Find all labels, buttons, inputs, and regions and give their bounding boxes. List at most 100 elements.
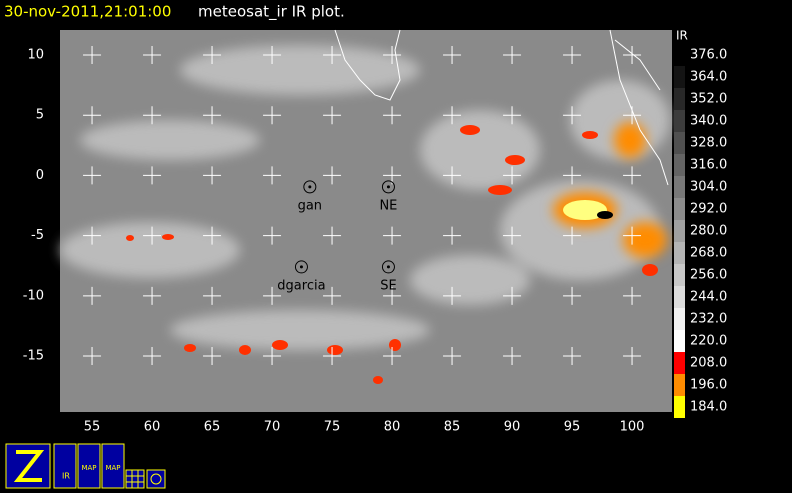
grid-cross — [443, 286, 462, 305]
grid-cross — [443, 106, 462, 125]
map-button[interactable] — [77, 443, 101, 489]
colorbar-tick-label: 376.0 — [690, 48, 727, 63]
station-label: NE — [379, 198, 397, 213]
colorbar-segment — [674, 330, 685, 352]
grid-cross — [83, 226, 102, 245]
colorbar-segment — [674, 44, 685, 66]
grid-cross — [623, 166, 642, 185]
grid-cross — [203, 46, 222, 65]
colorbar-tick-label: 196.0 — [690, 378, 727, 393]
y-tick-label: -15 — [23, 349, 44, 364]
colorbar-segment — [674, 352, 685, 374]
station-marker — [303, 180, 317, 194]
station-button[interactable] — [146, 469, 166, 489]
colorbar-segment — [674, 132, 685, 154]
station-dot — [386, 185, 390, 189]
colorbar-tick-label: 304.0 — [690, 180, 727, 195]
colorbar-tick-label: 208.0 — [690, 356, 727, 371]
grid-cross — [503, 166, 522, 185]
grid-cross — [143, 106, 162, 125]
station-marker — [381, 180, 395, 194]
grid-cross — [623, 106, 642, 125]
colorbar-tick-label: 184.0 — [690, 400, 727, 415]
colorbar-segment — [674, 154, 685, 176]
grid-cross — [563, 286, 582, 305]
x-tick-label: 75 — [324, 420, 341, 435]
ir-button[interactable] — [53, 443, 77, 489]
colorbar-tick-label: 364.0 — [690, 70, 727, 85]
grid-cross — [263, 226, 282, 245]
station-label: dgarcia — [277, 278, 325, 293]
grid-cross — [143, 166, 162, 185]
colorbar-segment — [674, 110, 685, 132]
grid-cross — [83, 347, 102, 366]
grid-cross — [503, 347, 522, 366]
station-dot — [299, 265, 303, 269]
colorbar-segment — [674, 66, 685, 88]
colorbar-segment — [674, 242, 685, 264]
x-tick-label: 55 — [84, 420, 101, 435]
grid-cross — [503, 106, 522, 125]
grid-cross — [203, 166, 222, 185]
station-label: SE — [380, 278, 396, 293]
grid-cross — [563, 226, 582, 245]
grid-cross — [143, 286, 162, 305]
colorbar-label: IR — [676, 29, 688, 43]
map-button-label: MAP — [105, 464, 120, 472]
grid-cross — [263, 286, 282, 305]
colorbar-tick-label: 352.0 — [690, 92, 727, 107]
y-tick-label: 0 — [36, 168, 44, 183]
x-tick-label: 95 — [564, 420, 581, 435]
grid-cross — [623, 347, 642, 366]
grid-cross — [323, 46, 342, 65]
grid-cross — [143, 347, 162, 366]
map-button[interactable] — [101, 443, 125, 489]
grid-cross — [503, 226, 522, 245]
station-marker — [294, 260, 308, 274]
grid-cross — [503, 286, 522, 305]
grid-cross — [203, 347, 222, 366]
grid-cross — [383, 106, 402, 125]
colorbar-tick-label: 340.0 — [690, 114, 727, 129]
grid-cross — [383, 46, 402, 65]
grid-cross — [623, 46, 642, 65]
ir-button-label: IR — [62, 472, 70, 481]
grid-cross — [263, 46, 282, 65]
grid-cross — [323, 286, 342, 305]
colorbar-segment — [674, 308, 685, 330]
grid-cross — [323, 166, 342, 185]
x-tick-label: 70 — [264, 420, 281, 435]
grid-cross — [203, 226, 222, 245]
grid-cross — [503, 46, 522, 65]
grid-cross — [83, 166, 102, 185]
grid-cross — [263, 106, 282, 125]
zebra-icon — [13, 450, 45, 482]
x-tick-label: 65 — [204, 420, 221, 435]
toolbar: IR MAP MAP — [5, 443, 166, 489]
grid-cross — [263, 166, 282, 185]
stations: gan NE dgarcia SE — [277, 180, 397, 293]
map-button-label: MAP — [81, 464, 96, 472]
x-tick-label: 100 — [620, 420, 645, 435]
y-tick-label: 10 — [27, 48, 44, 63]
station-marker — [381, 260, 395, 274]
colorbar: 376.0 364.0 352.0 340.0 328.0 316.0 304.0 292.0… — [674, 44, 727, 418]
y-tick-label: -10 — [23, 288, 44, 303]
grid-button[interactable] — [125, 469, 145, 489]
grid-cross — [203, 286, 222, 305]
colorbar-segment — [674, 88, 685, 110]
x-tick-label: 90 — [504, 420, 521, 435]
grid-cross — [143, 226, 162, 245]
colorbar-tick-label: 232.0 — [690, 312, 727, 327]
station-dot — [386, 265, 390, 269]
x-tick-label: 60 — [144, 420, 161, 435]
grid — [83, 46, 642, 366]
grid-cross — [383, 166, 402, 185]
x-tick-label: 80 — [384, 420, 401, 435]
colorbar-tick-label: 268.0 — [690, 246, 727, 261]
grid-cross — [143, 46, 162, 65]
station-dot — [308, 185, 312, 189]
